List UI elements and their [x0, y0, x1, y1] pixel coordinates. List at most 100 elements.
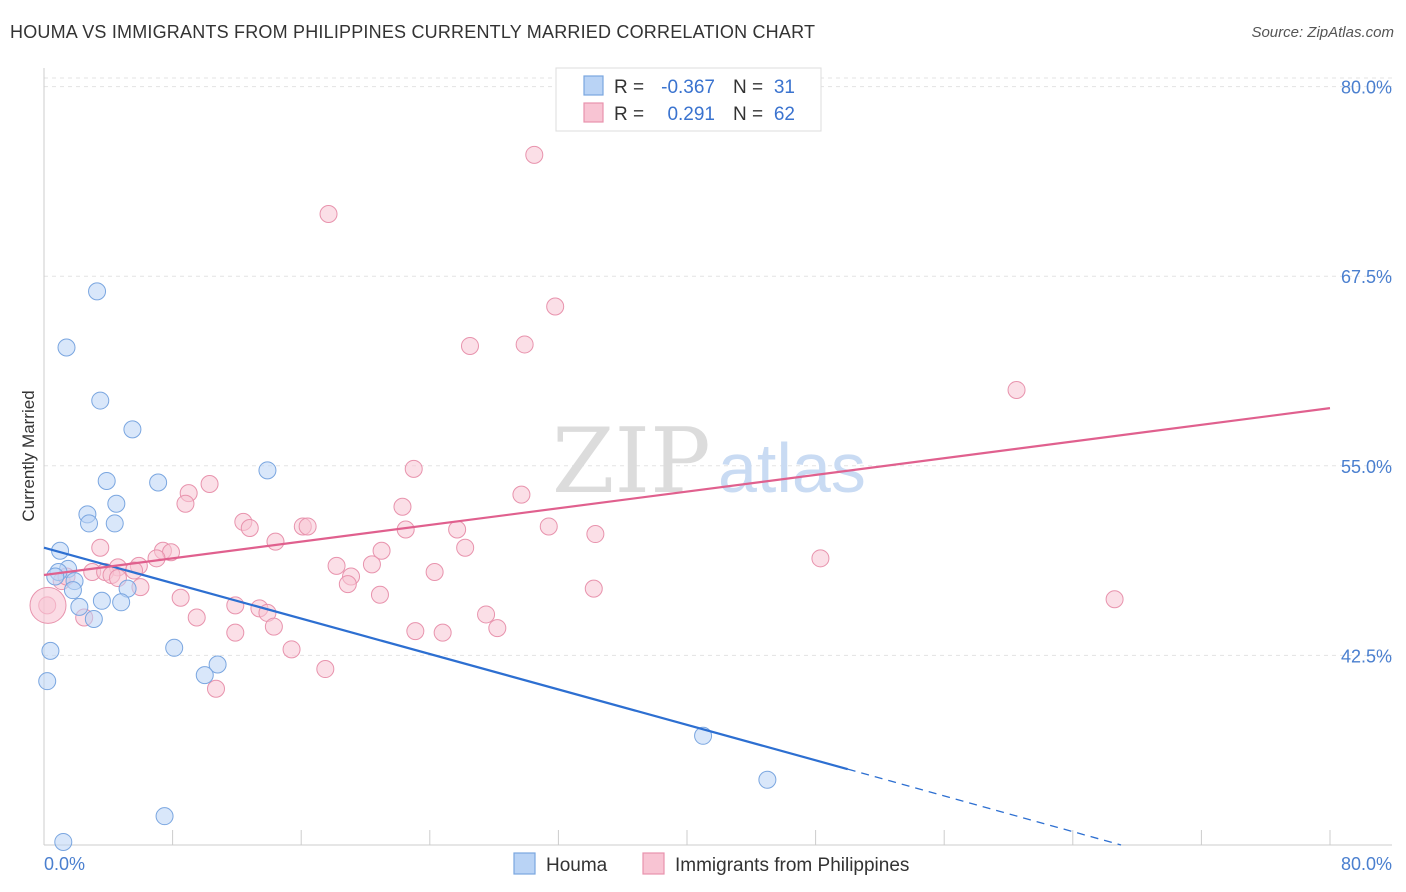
y-tick-label: 55.0% [1341, 457, 1392, 477]
houma-point [112, 593, 131, 612]
houma-point [758, 770, 777, 789]
philippines-point [1007, 380, 1026, 399]
philippines-point [171, 588, 190, 607]
philippines-r-label: R = [614, 104, 644, 125]
philippines-point [176, 494, 195, 513]
philippines-point [477, 605, 496, 624]
philippines-point [406, 622, 425, 641]
grid-lines [44, 77, 1392, 656]
philippines-n-value: 62 [774, 104, 795, 125]
houma-point [105, 514, 124, 533]
philippines-point [266, 532, 285, 551]
houma-n-label: N = [733, 77, 763, 98]
houma-r-value: -0.367 [661, 77, 715, 98]
chart-title: HOUMA VS IMMIGRANTS FROM PHILIPPINES CUR… [10, 22, 816, 42]
houma-point [38, 672, 57, 691]
philippines-point [338, 575, 357, 594]
houma-point [46, 567, 65, 586]
y-tick-label: 42.5% [1341, 646, 1392, 666]
philippines-point [372, 541, 391, 560]
houma-point [107, 494, 126, 513]
x-axis-ticks [172, 830, 1331, 845]
philippines-point [448, 520, 467, 539]
philippines-point [404, 459, 423, 478]
houma-point [258, 461, 277, 480]
philippines-r-value: 0.291 [667, 104, 715, 125]
houma-point [88, 282, 107, 301]
philippines-point [319, 204, 338, 223]
philippines-point [456, 538, 475, 557]
philippines-point [515, 335, 534, 354]
houma-point [97, 471, 116, 490]
philippines-point [586, 525, 605, 544]
houma-trend-line [43, 546, 849, 771]
houma-point [54, 832, 73, 851]
houma-n-value: 31 [774, 77, 795, 98]
stats-legend: R = -0.367 N = 31 R = 0.291 N = 62 [555, 67, 822, 132]
philippines-point [512, 485, 531, 504]
philippines-point [362, 555, 381, 574]
legend-houma-swatch [513, 852, 536, 875]
philippines-point [488, 619, 507, 638]
houma-point [57, 338, 76, 357]
houma-point [91, 391, 110, 410]
houma-point [165, 638, 184, 657]
watermark-zip: ZIP [552, 409, 711, 514]
philippines-point [207, 679, 226, 698]
houma-point [149, 473, 168, 492]
legend-houma-label: Houma [546, 855, 608, 876]
houma-point [70, 597, 89, 616]
philippines-point [240, 518, 259, 537]
houma-point [84, 609, 103, 628]
philippines-point [546, 297, 565, 316]
philippines-point [584, 579, 603, 598]
series-legend: Houma Immigrants from Philippines [513, 852, 909, 876]
y-axis-label: Currently Married [19, 390, 38, 521]
houma-point [155, 807, 174, 826]
legend-philippines-swatch [642, 852, 665, 875]
philippines-point-large [29, 586, 67, 624]
philippines-point [327, 556, 346, 575]
houma-trend-extension [847, 768, 1122, 846]
houma-point [63, 581, 82, 600]
x-tick-label-max: 80.0% [1341, 854, 1392, 874]
philippines-point [393, 497, 412, 516]
philippines-n-label: N = [733, 104, 763, 125]
philippines-point [298, 517, 317, 536]
houma-point [123, 420, 142, 439]
philippines-point [1105, 590, 1124, 609]
philippines-point [811, 549, 830, 568]
philippines-point [370, 585, 389, 604]
series-houma-points [38, 282, 777, 851]
y-tick-label: 80.0% [1341, 78, 1392, 98]
houma-point [92, 591, 111, 610]
philippines-point [200, 474, 219, 493]
houma-point [80, 514, 99, 533]
legend-philippines-label: Immigrants from Philippines [675, 855, 909, 876]
houma-r-label: R = [614, 77, 644, 98]
philippines-point [264, 617, 283, 636]
watermark-atlas: atlas [718, 429, 866, 507]
houma-point [208, 655, 227, 674]
source-label: Source: ZipAtlas.com [1251, 24, 1394, 41]
houma-point [41, 641, 60, 660]
philippines-point [460, 336, 479, 355]
philippines-swatch [583, 102, 604, 123]
houma-point [195, 666, 214, 685]
x-tick-label-min: 0.0% [44, 854, 85, 874]
philippines-point [539, 517, 558, 536]
philippines-point [316, 660, 335, 679]
philippines-point [425, 562, 444, 581]
philippines-point [282, 640, 301, 659]
philippines-point [433, 623, 452, 642]
philippines-point [91, 538, 110, 557]
watermark: ZIP atlas [552, 409, 866, 514]
philippines-point [226, 623, 245, 642]
philippines-point [147, 549, 166, 568]
houma-swatch [583, 75, 604, 96]
y-tick-label: 67.5% [1341, 267, 1392, 287]
philippines-trend-line [43, 407, 1331, 577]
philippines-point [187, 608, 206, 627]
philippines-point [525, 145, 544, 164]
